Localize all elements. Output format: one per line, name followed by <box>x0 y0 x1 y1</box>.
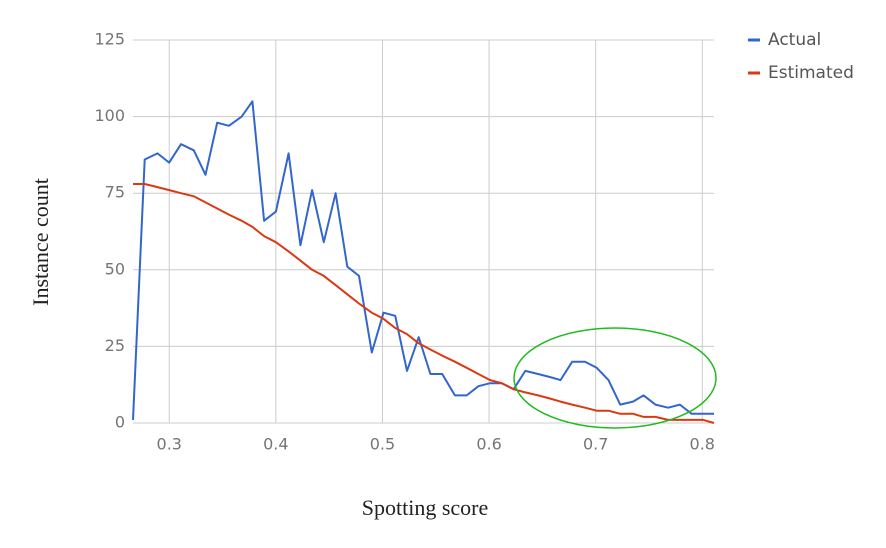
x-tick-label: 0.4 <box>263 435 288 454</box>
x-axis-title: Spotting score <box>362 495 489 520</box>
highlight-ellipse <box>513 327 717 429</box>
x-tick-label: 0.6 <box>476 435 501 454</box>
y-tick-label: 125 <box>94 30 125 49</box>
x-tick-label: 0.8 <box>690 435 715 454</box>
x-tick-label: 0.3 <box>157 435 182 454</box>
y-tick-label: 100 <box>94 106 125 125</box>
y-tick-label: 25 <box>105 336 125 355</box>
y-tick-label: 75 <box>105 183 125 202</box>
legend-label: Actual <box>768 30 821 50</box>
line-series <box>133 183 715 424</box>
x-tick-label: 0.5 <box>370 435 395 454</box>
line-series <box>132 100 714 420</box>
y-tick-label: 50 <box>105 259 125 278</box>
legend-label: Estimated <box>768 63 854 83</box>
y-axis-title: Instance count <box>28 178 53 306</box>
x-tick-label: 0.7 <box>583 435 608 454</box>
y-tick-label: 0 <box>115 413 125 432</box>
plot-area: 0 25 50 75 100 125 0.3 0.4 0.5 0.6 0.7 0.8 <box>94 30 715 454</box>
